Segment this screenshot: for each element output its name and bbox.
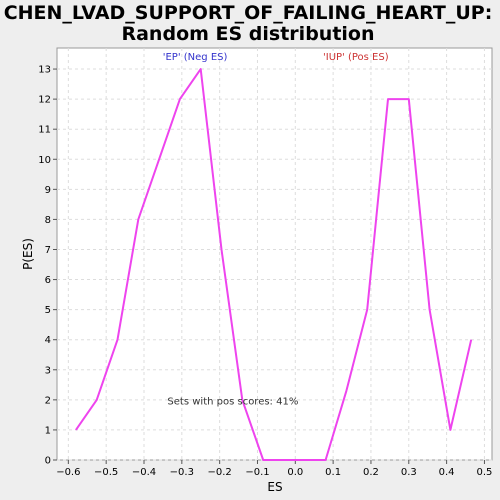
plot-area: [56, 47, 493, 461]
x-tick-label: 0.3: [401, 467, 417, 478]
y-tick-label: 0: [45, 456, 51, 467]
y-tick-label: 3: [45, 365, 51, 376]
x-tick-label: 0.2: [363, 467, 379, 478]
x-tick-label: −0.2: [208, 467, 232, 478]
x-tick-label: 0.1: [325, 467, 341, 478]
y-tick-label: 5: [45, 305, 51, 316]
series-layer: [75, 68, 473, 461]
x-tick-label: −0.3: [170, 467, 194, 478]
y-tick-label: 8: [45, 215, 51, 226]
x-tick-label: 0.5: [476, 467, 492, 478]
x-tick-label: −0.6: [56, 467, 80, 478]
y-tick-label: 10: [38, 155, 51, 166]
annotation-label: 'IUP' (Pos ES): [323, 52, 389, 63]
chart-title-line2: Random ES distribution: [121, 23, 374, 45]
y-tick-label: 7: [45, 245, 51, 256]
y-tick-label: 6: [45, 275, 51, 286]
x-tick-label: −0.1: [245, 467, 269, 478]
y-axis-label: P(ES): [21, 238, 35, 270]
x-tick-label: −0.5: [94, 467, 118, 478]
chart-title-line1: CHEN_LVAD_SUPPORT_OF_FAILING_HEART_UP:: [4, 2, 493, 24]
x-tick-label: −0.4: [132, 467, 156, 478]
y-tick-label: 4: [45, 335, 51, 346]
y-tick-label: 9: [45, 185, 51, 196]
gridlines: [57, 48, 492, 461]
y-tick-label: 12: [38, 95, 51, 106]
annotations: 'EP' (Neg ES) 'IUP' (Pos ES) Sets with pos…: [163, 52, 389, 407]
annotation-label: Sets with pos scores: 41%: [167, 396, 298, 407]
series-line: [75, 68, 473, 461]
x-axis-label: ES: [267, 480, 282, 494]
y-tick-label: 1: [45, 425, 51, 436]
y-tick-label: 13: [38, 65, 51, 76]
annotation-label: 'EP' (Neg ES): [163, 52, 228, 63]
y-tick-label: 2: [45, 395, 51, 406]
y-tick-label: 11: [38, 125, 51, 136]
x-tick-label: 0.4: [439, 467, 455, 478]
x-tick-label: 0.0: [287, 467, 303, 478]
